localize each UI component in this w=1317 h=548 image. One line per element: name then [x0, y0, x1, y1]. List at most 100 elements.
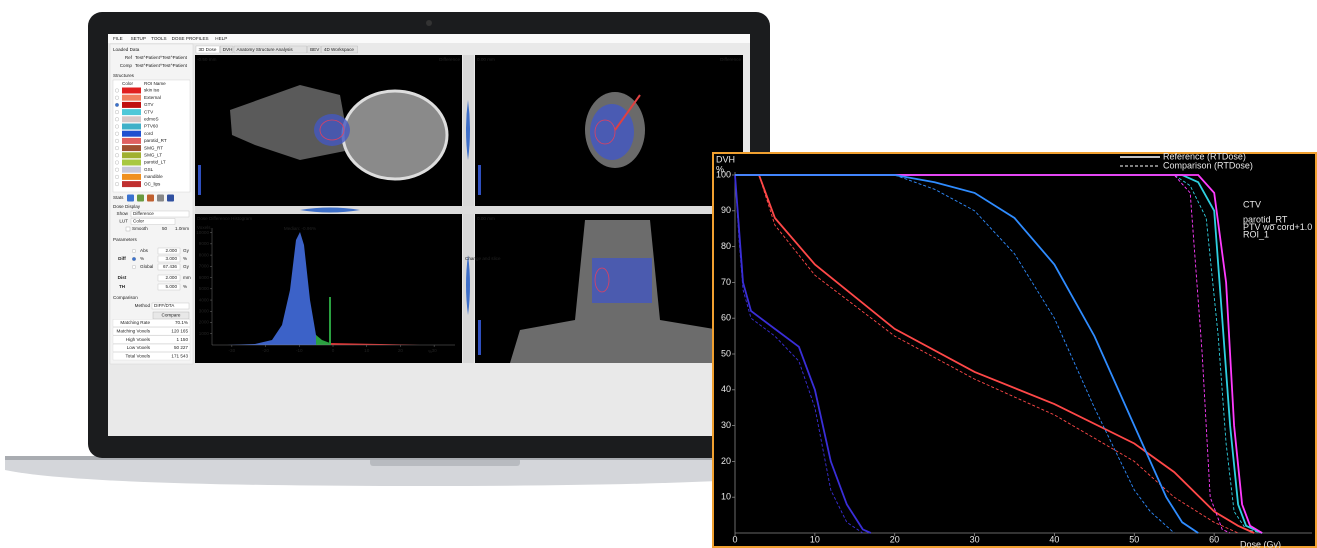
structure-name: GTV: [144, 102, 154, 107]
y-tick-label: 1000: [199, 331, 210, 336]
visibility-radio[interactable]: [115, 95, 119, 100]
x-tick-label: 0: [732, 534, 737, 544]
x-tick-label: 0: [332, 348, 335, 353]
colorbar: [478, 165, 481, 195]
structure-color: [122, 94, 141, 101]
section-title: Structures: [113, 73, 135, 78]
toolbar-button[interactable]: [127, 194, 134, 202]
y-tick-label: 30: [721, 420, 731, 430]
button[interactable]: [152, 311, 190, 320]
visibility-radio[interactable]: [115, 146, 119, 151]
dose-region: [314, 114, 350, 146]
histogram-spike: [329, 297, 331, 345]
histogram-median: Median: -0.96%: [284, 226, 316, 231]
visibility-radio[interactable]: [115, 153, 119, 158]
structure-name: OC_lips: [144, 181, 161, 186]
visibility-radio[interactable]: [115, 167, 119, 172]
tab[interactable]: [220, 45, 234, 54]
tab-label: 4D Workspace: [324, 47, 354, 52]
section-title: Loaded Data: [113, 47, 140, 52]
visibility-radio[interactable]: [115, 160, 119, 165]
toolbar-button[interactable]: [157, 194, 164, 202]
structure-color: [122, 101, 141, 108]
number-input[interactable]: [157, 255, 181, 263]
histogram-x-unit: %: [428, 349, 432, 354]
dvh-curve: [735, 174, 1263, 534]
field-value: 2.000: [166, 275, 178, 280]
visibility-radio[interactable]: [115, 88, 119, 93]
dvh-curve: [735, 174, 1175, 534]
number-input[interactable]: [157, 247, 181, 255]
field-value: Difference: [133, 211, 154, 216]
visibility-radio[interactable]: [115, 182, 119, 187]
checkbox[interactable]: [125, 226, 131, 232]
tab[interactable]: [321, 45, 358, 54]
structure-name: cord: [144, 131, 153, 136]
dropdown[interactable]: [151, 302, 190, 310]
dvh-curve: [734, 174, 864, 534]
result-label: Total Voxels: [125, 353, 150, 358]
menu-item: HELP: [215, 36, 227, 41]
menu-item: DOSE PROFILES: [172, 36, 209, 41]
dropdown[interactable]: [130, 218, 176, 225]
toolbar-button[interactable]: [147, 194, 154, 202]
menu-item: SETUP: [131, 36, 146, 41]
x-tick-label: 30: [432, 348, 438, 353]
legend-comparison: Comparison (RTDose): [1163, 160, 1253, 170]
visibility-radio[interactable]: [115, 117, 119, 122]
result-value: 120 165: [171, 329, 188, 334]
field-value: 5.000: [166, 284, 178, 289]
result-value: 50 227: [174, 345, 188, 350]
histogram-shape: [227, 232, 380, 345]
toolbar-button[interactable]: [137, 194, 144, 202]
radio[interactable]: [132, 249, 136, 253]
x-tick-label: -30: [229, 348, 236, 353]
dropdown[interactable]: [130, 210, 190, 218]
tab[interactable]: [233, 45, 307, 54]
y-tick-label: 3000: [199, 309, 210, 314]
result-row: [112, 319, 191, 327]
structure-color: [122, 116, 141, 123]
visibility-radio[interactable]: [115, 102, 119, 107]
number-input[interactable]: [157, 283, 181, 291]
tab[interactable]: [195, 45, 220, 54]
profile-indicator: [466, 100, 470, 160]
field-unit: Gy: [183, 248, 190, 253]
field-label: Method: [135, 303, 151, 308]
radio[interactable]: [132, 265, 136, 269]
number-input[interactable]: [157, 263, 181, 271]
field-label: Diff: [118, 256, 126, 261]
visibility-radio[interactable]: [115, 124, 119, 129]
x-tick-label: 10: [810, 534, 820, 544]
structure-name: skin iso: [144, 88, 160, 93]
dvh-curve: [734, 174, 872, 534]
structure-name: parotid_RT: [144, 138, 167, 143]
visibility-radio[interactable]: [115, 110, 119, 115]
contour: [594, 267, 610, 293]
field-unit: %: [183, 256, 187, 261]
tab[interactable]: [307, 45, 321, 54]
dvh-panel: DVH% Dose (Gy) Reference (RTDose)Compariso…: [712, 151, 1317, 548]
y-tick-label: 80: [721, 241, 731, 251]
field-label: TH: [119, 284, 126, 289]
visibility-radio[interactable]: [115, 138, 119, 143]
tab-label: DVH: [223, 47, 233, 52]
structure-name: SMG_LT: [144, 153, 162, 158]
x-tick-label: 60: [1209, 534, 1219, 544]
result-row: [112, 335, 191, 344]
toolbar-button[interactable]: [167, 194, 174, 202]
structure-name: mandible: [144, 174, 163, 179]
result-label: Matching Voxels: [117, 329, 151, 334]
dvh-curve: [735, 174, 1255, 534]
legend-entry: ROI_1: [1243, 229, 1269, 239]
visibility-radio[interactable]: [115, 131, 119, 136]
radio[interactable]: [132, 257, 136, 261]
dvh-frame: [712, 152, 1317, 548]
visibility-radio[interactable]: [115, 174, 119, 179]
tooltip: Change and slice: [465, 256, 501, 261]
number-input[interactable]: [157, 274, 181, 282]
structure-color: [122, 130, 141, 137]
dvh-curve: [735, 174, 1199, 534]
y-tick-label: 100: [716, 169, 731, 179]
